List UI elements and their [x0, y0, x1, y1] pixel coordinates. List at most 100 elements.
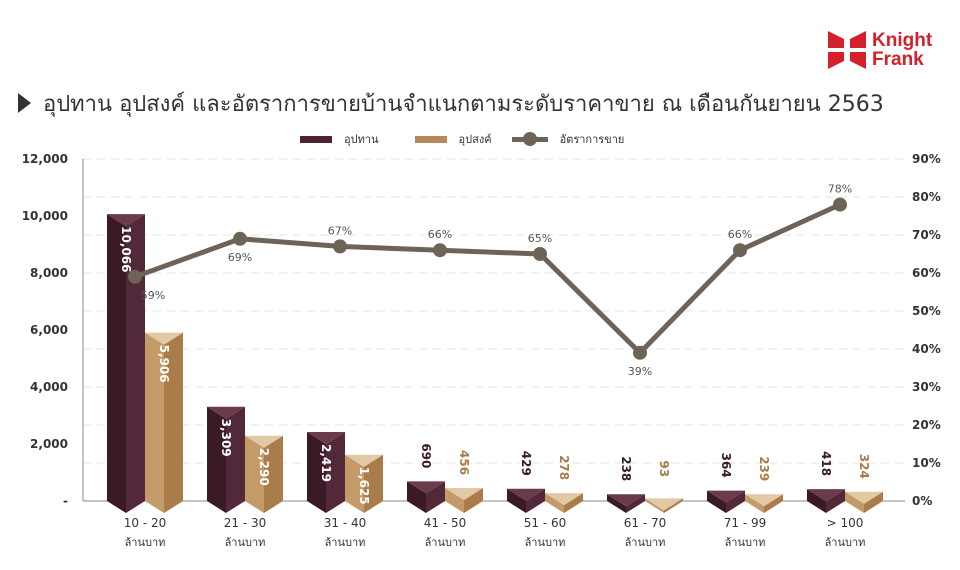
title-arrow-icon — [18, 93, 31, 113]
data-label: 690 — [419, 443, 433, 468]
category-label: 71 - 99 — [724, 516, 767, 530]
supply-bar: 3,309 — [207, 406, 245, 513]
left-axis-tick: 6,000 — [30, 323, 68, 337]
legend-label: อุปสงค์ — [458, 133, 492, 146]
category-label: 10 - 20 — [124, 516, 167, 530]
knight-frank-logo: Knight Frank — [828, 28, 943, 72]
category-label: 51 - 60 — [524, 516, 567, 530]
supply-swatch-icon — [300, 135, 332, 143]
category-sublabel: ล้านบาท — [725, 536, 766, 549]
category-sublabel: ล้านบาท — [225, 536, 266, 549]
category-label: 61 - 70 — [624, 516, 667, 530]
category-sublabel: ล้านบาท — [625, 536, 666, 549]
left-axis-tick: 2,000 — [30, 437, 68, 451]
sales-rate-point — [333, 239, 347, 254]
supply-bar: 690 — [407, 443, 445, 513]
sales-rate-label: 78% — [828, 183, 852, 196]
demand-bar: 5,906 — [145, 332, 183, 513]
demand-bar: 2,290 — [245, 435, 283, 513]
demand-bar: 93 — [645, 460, 683, 513]
left-axis-tick: 10,000 — [22, 209, 68, 223]
sales-rate-line — [134, 202, 842, 356]
supply-bar: 2,419 — [307, 432, 345, 513]
legend-item-supply: อุปทาน — [300, 130, 379, 148]
supply-bar: 238 — [607, 456, 645, 513]
category-sublabel: ล้านบาท — [825, 536, 866, 549]
right-axis-tick: 0% — [912, 494, 932, 508]
left-axis-tick: - — [63, 494, 68, 508]
right-axis-tick: 40% — [912, 342, 941, 356]
right-axis-tick: 20% — [912, 418, 941, 432]
data-label: 239 — [757, 456, 771, 481]
data-label: 418 — [819, 451, 833, 476]
data-label: 1,625 — [357, 467, 371, 505]
chart-title: อุปทาน อุปสงค์ และอัตราการขายบ้านจำแนกตา… — [18, 86, 884, 121]
sales-rate-label: 39% — [628, 365, 652, 378]
right-axis-tick: 50% — [912, 304, 941, 318]
right-axis-tick: 70% — [912, 228, 941, 242]
sales-rate-point — [233, 231, 247, 246]
data-label: 324 — [857, 454, 871, 479]
sales-rate-label: 66% — [428, 228, 452, 241]
demand-bar: 239 — [745, 456, 783, 513]
data-label: 3,309 — [219, 419, 233, 457]
right-axis-tick: 30% — [912, 380, 941, 394]
left-axis-tick: 8,000 — [30, 266, 68, 280]
right-axis-tick: 10% — [912, 456, 941, 470]
knight-frank-emblem-icon — [828, 31, 866, 69]
data-label: 278 — [557, 455, 571, 480]
data-label: 238 — [619, 456, 633, 481]
data-label: 456 — [457, 450, 471, 475]
sales-rate-point — [128, 269, 142, 284]
right-axis-tick: 60% — [912, 266, 941, 280]
legend-label: อัตราการขาย — [559, 133, 625, 146]
data-label: 429 — [519, 451, 533, 476]
data-label: 2,290 — [257, 448, 271, 486]
supply-bar: 418 — [807, 451, 845, 513]
demand-bar: 456 — [445, 450, 483, 513]
sales-rate-point — [633, 345, 647, 360]
left-axis-tick: 12,000 — [22, 152, 68, 166]
data-label: 5,906 — [157, 345, 171, 383]
sales-rate-label: 67% — [328, 224, 352, 237]
category-sublabel: ล้านบาท — [525, 536, 566, 549]
category-label: > 100 — [827, 516, 864, 530]
category-label: 41 - 50 — [424, 516, 467, 530]
right-axis-tick: 90% — [912, 152, 941, 166]
sales-rate-point — [533, 247, 547, 261]
demand-swatch-icon — [414, 135, 447, 143]
supply-bar: 364 — [707, 453, 745, 513]
right-axis-tick: 80% — [912, 190, 941, 204]
legend-item-sales-rate: อัตราการขาย — [511, 130, 625, 148]
data-label: 10,066 — [119, 226, 133, 272]
supply-bar: 10,066 — [107, 214, 145, 513]
logo-line-1: Knight — [872, 30, 933, 51]
sales-rate-label: 69% — [228, 251, 252, 264]
category-label: 21 - 30 — [224, 516, 267, 530]
supply-bar: 429 — [507, 451, 545, 513]
demand-bar: 1,625 — [345, 454, 383, 513]
sales-rate-point — [833, 197, 847, 212]
logo-line-2: Frank — [872, 49, 924, 70]
sales-rate-point — [733, 243, 747, 258]
chart-legend: อุปทาน อุปสงค์ อัตราการขาย — [300, 130, 660, 148]
sales-rate-line-icon — [511, 131, 548, 146]
category-sublabel: ล้านบาท — [325, 536, 366, 549]
sales-rate-label: 59% — [141, 289, 165, 302]
data-label: 364 — [719, 453, 733, 478]
legend-item-demand: อุปสงค์ — [414, 130, 492, 148]
category-label: 31 - 40 — [324, 516, 367, 530]
sales-rate-label: 65% — [528, 232, 552, 245]
chart-title-text: อุปทาน อุปสงค์ และอัตราการขายบ้านจำแนกตา… — [43, 92, 884, 117]
sales-rate-label: 66% — [728, 228, 752, 241]
legend-label: อุปทาน — [344, 133, 379, 146]
left-axis-tick: 4,000 — [30, 380, 68, 394]
sales-rate-point — [433, 243, 447, 258]
demand-bar: 324 — [845, 454, 883, 513]
data-label: 2,419 — [319, 444, 333, 482]
data-label: 93 — [657, 460, 671, 477]
demand-bar: 278 — [545, 455, 583, 513]
category-sublabel: ล้านบาท — [425, 536, 466, 549]
category-sublabel: ล้านบาท — [125, 536, 166, 549]
